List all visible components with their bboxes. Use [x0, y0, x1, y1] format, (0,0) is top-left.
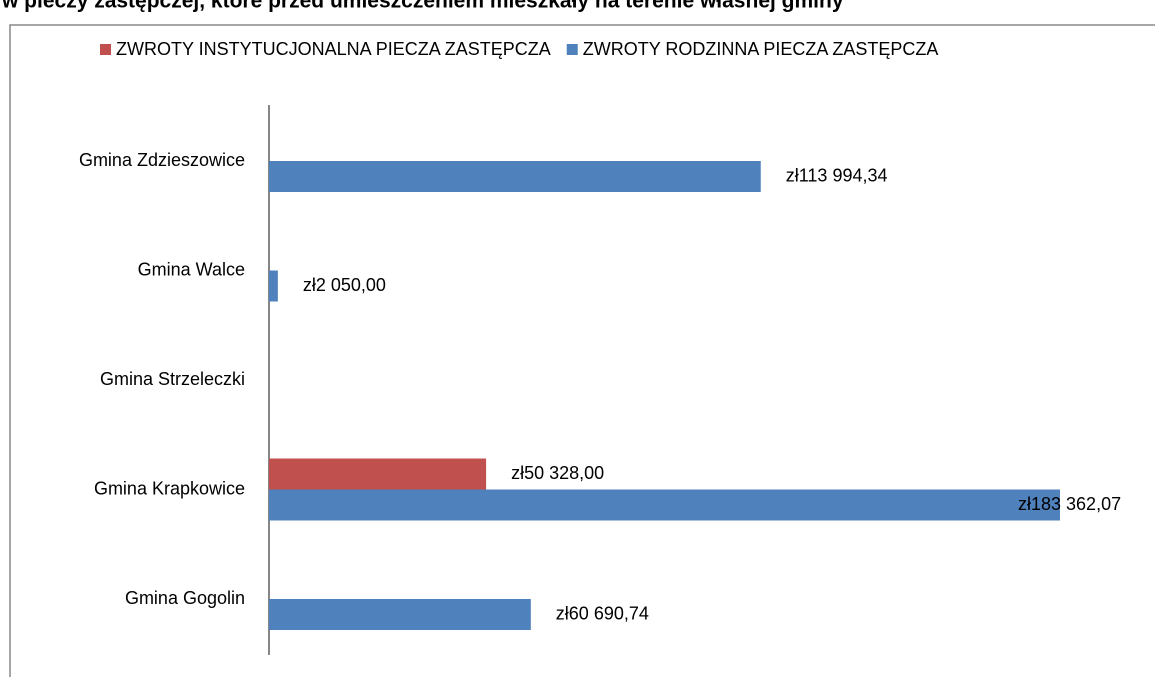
bar [269, 489, 1060, 521]
chart-title: w pieczy zastępczej, które przed umieszc… [1, 0, 844, 13]
data-label: zł60 690,74 [556, 603, 649, 623]
data-label: zł2 050,00 [303, 275, 386, 295]
bar [269, 599, 531, 630]
y-tick-label: Gmina Gogolin [125, 588, 245, 608]
y-tick-label: Gmina Strzeleczki [100, 369, 245, 389]
y-tick-label: Gmina Walce [138, 259, 245, 279]
chart-frame [9, 24, 1155, 677]
y-tick-label: Gmina Krapkowice [94, 478, 245, 498]
y-tick-label: Gmina Zdzieszowice [79, 150, 245, 170]
bar [269, 161, 761, 192]
legend-swatch [100, 44, 111, 55]
data-label: zł183 362,07 [1018, 494, 1121, 514]
legend-label: ZWROTY RODZINNA PIECZA ZASTĘPCZA [583, 39, 939, 59]
data-label: zł113 994,34 [786, 165, 888, 185]
legend-label: ZWROTY INSTYTUCJONALNA PIECZA ZASTĘPCZA [116, 39, 551, 59]
bar [269, 270, 278, 302]
legend-swatch [566, 44, 578, 55]
data-label: zł50 328,00 [511, 463, 604, 483]
bar [269, 458, 487, 490]
